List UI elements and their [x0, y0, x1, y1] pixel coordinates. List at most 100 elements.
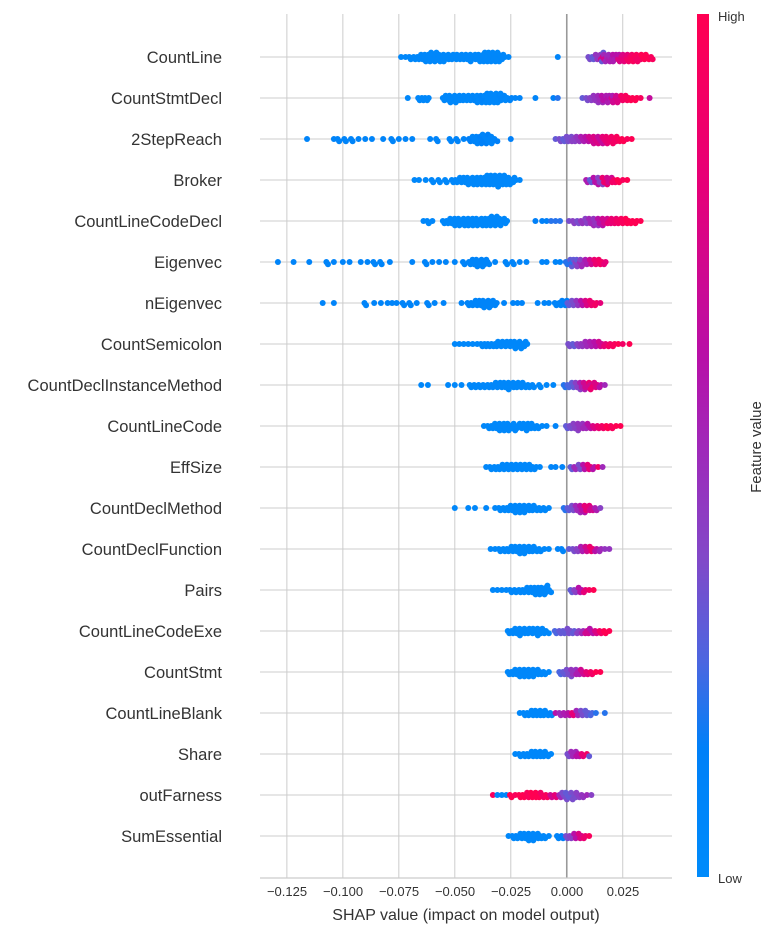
beeswarm-points	[274, 49, 656, 844]
beeswarm-point	[368, 136, 375, 142]
beeswarm-point	[552, 259, 559, 265]
beeswarm-point	[534, 300, 541, 306]
beeswarm-point	[402, 136, 409, 142]
beeswarm-point	[342, 138, 349, 145]
beeswarm-point	[541, 300, 548, 306]
beeswarm-point	[494, 138, 501, 145]
x-tick-label: −0.025	[491, 884, 531, 899]
beeswarm-point	[543, 218, 550, 224]
beeswarm-point	[516, 259, 523, 265]
beeswarm-point	[493, 300, 500, 306]
beeswarm-point	[434, 138, 441, 145]
beeswarm-point	[548, 218, 555, 224]
x-tick-label: −0.125	[267, 884, 307, 899]
beeswarm-point	[545, 546, 552, 552]
beeswarm-point	[548, 589, 555, 596]
beeswarm-point	[330, 259, 337, 265]
beeswarm-point	[601, 710, 608, 716]
beeswarm-point	[424, 382, 431, 388]
beeswarm-point	[557, 218, 564, 224]
beeswarm-point	[384, 300, 391, 306]
beeswarm-point	[377, 300, 384, 306]
beeswarm-point	[541, 546, 548, 552]
beeswarm-point	[550, 382, 557, 388]
feature-label: Pairs	[184, 582, 222, 600]
beeswarm-point	[590, 587, 597, 593]
beeswarm-point	[378, 261, 385, 268]
beeswarm-point	[471, 505, 478, 511]
beeswarm-point	[448, 138, 455, 145]
beeswarm-point	[619, 177, 626, 183]
beeswarm-point	[487, 546, 494, 552]
beeswarm-point	[431, 300, 438, 306]
beeswarm-point	[429, 218, 436, 224]
colorbar-title: Feature value	[748, 401, 765, 493]
beeswarm-point	[494, 792, 501, 798]
beeswarm-point	[489, 792, 496, 798]
beeswarm-point	[425, 302, 432, 309]
beeswarm-point	[504, 218, 511, 224]
beeswarm-point	[606, 628, 613, 634]
beeswarm-point	[613, 92, 620, 99]
beeswarm-point	[319, 300, 326, 306]
feature-label: CountLineCodeDecl	[74, 213, 222, 231]
beeswarm-point	[451, 259, 458, 265]
beeswarm-point	[617, 423, 624, 429]
beeswarm-point	[649, 56, 656, 63]
beeswarm-point	[427, 136, 434, 142]
beeswarm-point	[597, 505, 604, 511]
beeswarm-point	[436, 259, 443, 265]
beeswarm-point	[548, 751, 555, 757]
beeswarm-point	[554, 54, 561, 60]
beeswarm-point	[518, 300, 525, 306]
beeswarm-point	[552, 464, 559, 470]
beeswarm-point	[456, 341, 463, 347]
beeswarm-point	[429, 259, 436, 265]
beeswarm-point	[306, 259, 313, 265]
feature-label: CountStmt	[144, 664, 222, 682]
beeswarm-point	[386, 259, 393, 265]
beeswarm-point	[539, 259, 546, 265]
beeswarm-point	[504, 261, 511, 268]
beeswarm-point	[613, 423, 620, 429]
beeswarm-point	[601, 382, 608, 388]
beeswarm-point	[445, 382, 452, 388]
beeswarm-point	[597, 669, 604, 675]
beeswarm-point	[588, 792, 595, 798]
beeswarm-point	[465, 505, 472, 511]
beeswarm-point	[418, 382, 425, 388]
beeswarm-point	[422, 177, 429, 183]
beeswarm-point	[304, 136, 311, 142]
beeswarm-point	[458, 300, 465, 306]
beeswarm-point	[454, 138, 461, 145]
feature-label: CountLineBlank	[106, 705, 223, 723]
feature-label: CountLineCode	[107, 418, 222, 436]
beeswarm-point	[393, 300, 400, 306]
beeswarm-point	[355, 136, 362, 142]
colorbar	[697, 14, 709, 877]
beeswarm-point	[545, 505, 552, 511]
beeswarm-point	[363, 302, 370, 309]
feature-label: EffSize	[170, 459, 222, 477]
beeswarm-point	[505, 54, 512, 60]
beeswarm-point	[409, 259, 416, 265]
beeswarm-point	[606, 546, 613, 552]
beeswarm-point	[583, 792, 590, 798]
beeswarm-point	[637, 218, 644, 224]
beeswarm-point	[597, 300, 604, 306]
feature-label: CountLineCodeExe	[79, 623, 222, 641]
beeswarm-point	[415, 177, 422, 183]
beeswarm-point	[523, 427, 530, 434]
beeswarm-point	[557, 259, 564, 265]
beeswarm-point	[516, 177, 523, 183]
beeswarm-point	[577, 256, 584, 263]
beeswarm-point	[624, 177, 631, 183]
beeswarm-point	[539, 423, 546, 429]
beeswarm-point	[404, 95, 411, 101]
beeswarm-point	[401, 302, 408, 309]
beeswarm-point	[545, 630, 552, 637]
beeswarm-point	[543, 382, 550, 388]
beeswarm-point	[498, 587, 505, 593]
feature-label: Broker	[173, 172, 222, 190]
